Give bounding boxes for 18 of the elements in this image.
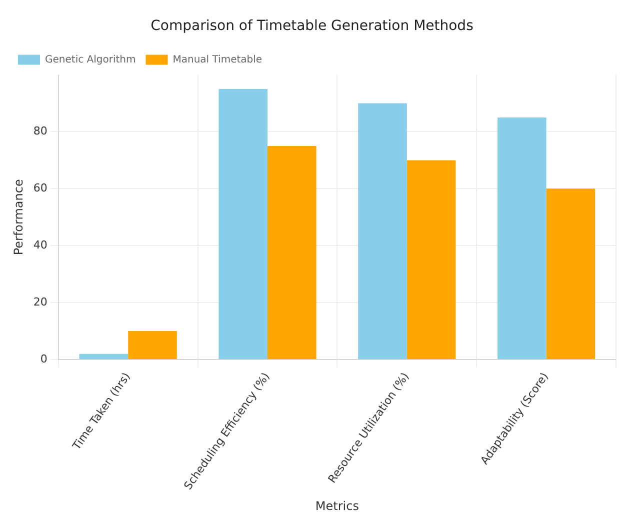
bar (546, 188, 596, 360)
bar (498, 118, 546, 360)
x-axis-title: Metrics (315, 498, 359, 513)
bar (358, 103, 407, 360)
bar (406, 160, 456, 360)
y-tick-label: 80 (33, 124, 48, 138)
y-tick-label: 0 (40, 352, 48, 366)
y-tick-label: 60 (33, 182, 48, 195)
bar (79, 354, 128, 360)
legend-label: Genetic Algorithm (45, 54, 136, 66)
bar (128, 331, 177, 360)
y-tick-label: 40 (33, 238, 48, 252)
bar (268, 146, 316, 360)
legend-label: Manual Timetable (172, 54, 262, 66)
y-axis-title: Performance (11, 179, 26, 256)
chart-title: Comparison of Timetable Generation Methods (150, 18, 474, 34)
bar (218, 89, 268, 360)
y-tick-label: 20 (33, 295, 48, 308)
